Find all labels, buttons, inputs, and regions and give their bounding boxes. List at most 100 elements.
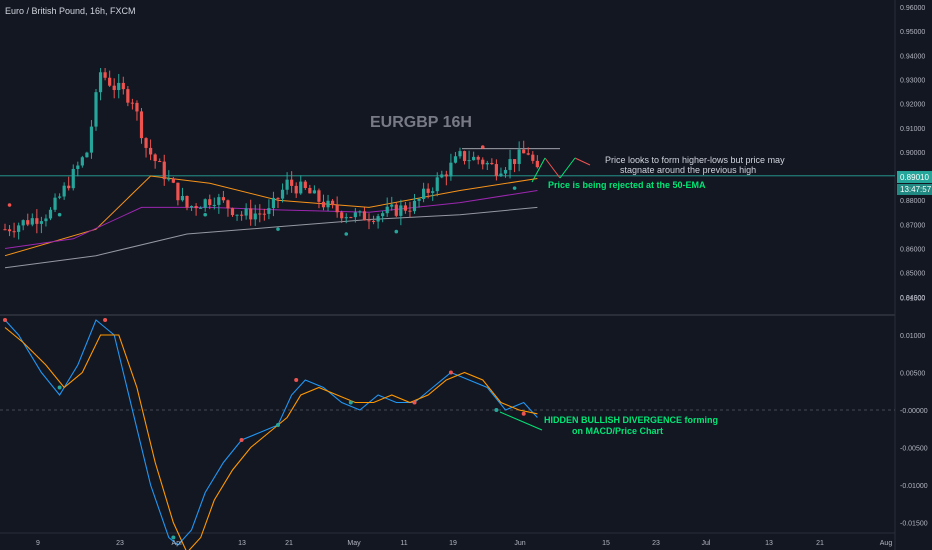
candle-body[interactable] <box>513 159 517 164</box>
candle-body[interactable] <box>394 204 398 216</box>
candle-body[interactable] <box>444 174 448 177</box>
candle-body[interactable] <box>135 102 139 112</box>
candle-body[interactable] <box>535 160 539 168</box>
candle-body[interactable] <box>267 208 271 214</box>
candle-body[interactable] <box>208 199 212 206</box>
candle-body[interactable] <box>490 162 494 165</box>
candle-body[interactable] <box>335 205 339 213</box>
candle-body[interactable] <box>403 205 407 211</box>
candle-body[interactable] <box>189 206 194 208</box>
candle-body[interactable] <box>58 196 62 198</box>
candle-body[interactable] <box>408 210 412 212</box>
candle-body[interactable] <box>94 92 98 127</box>
candle-body[interactable] <box>476 156 480 160</box>
candle-body[interactable] <box>367 220 371 222</box>
candle-body[interactable] <box>244 208 248 216</box>
candle-body[interactable] <box>331 200 335 206</box>
candle-body[interactable] <box>158 161 162 163</box>
candle-body[interactable] <box>485 162 489 165</box>
candle-body[interactable] <box>203 199 207 208</box>
candlesticks[interactable] <box>3 68 591 240</box>
candle-body[interactable] <box>517 149 521 164</box>
candle-body[interactable] <box>30 218 34 225</box>
candle-body[interactable] <box>376 216 380 222</box>
candle-body[interactable] <box>435 177 439 192</box>
candle-body[interactable] <box>258 213 262 215</box>
candle-body[interactable] <box>76 165 80 169</box>
candle-body[interactable] <box>449 162 453 177</box>
candle-body[interactable] <box>472 156 476 161</box>
candle-body[interactable] <box>162 161 166 180</box>
candle-body[interactable] <box>294 185 298 194</box>
candle-body[interactable] <box>39 221 43 224</box>
candle-body[interactable] <box>85 152 89 158</box>
candle-body[interactable] <box>199 207 203 209</box>
candle-body[interactable] <box>481 159 485 165</box>
candle-body[interactable] <box>362 211 367 221</box>
candle-body[interactable] <box>21 220 25 226</box>
candle-body[interactable] <box>35 218 39 224</box>
candle-body[interactable] <box>280 189 285 199</box>
macd-line[interactable] <box>4 319 538 546</box>
candle-body[interactable] <box>139 111 144 139</box>
candle-body[interactable] <box>299 181 303 194</box>
candle-body[interactable] <box>226 200 230 209</box>
candle-body[interactable] <box>308 187 312 194</box>
candle-body[interactable] <box>531 154 535 161</box>
candle-body[interactable] <box>112 85 116 91</box>
candle-body[interactable] <box>276 197 280 199</box>
candle-body[interactable] <box>12 231 16 233</box>
candle-body[interactable] <box>353 212 357 218</box>
candle-body[interactable] <box>7 229 12 232</box>
candle-body[interactable] <box>522 149 526 154</box>
candle-body[interactable] <box>53 197 57 210</box>
candle-body[interactable] <box>71 168 75 189</box>
candle-body[interactable] <box>426 188 430 193</box>
candle-body[interactable] <box>48 209 53 219</box>
candle-body[interactable] <box>467 160 471 162</box>
candle-body[interactable] <box>44 218 48 222</box>
candle-body[interactable] <box>212 204 216 206</box>
candle-body[interactable] <box>62 185 66 197</box>
candle-body[interactable] <box>249 208 253 220</box>
candle-body[interactable] <box>317 190 321 202</box>
candle-body[interactable] <box>422 188 426 199</box>
candle-body[interactable] <box>171 178 175 183</box>
candle-body[interactable] <box>235 214 239 216</box>
candle-body[interactable] <box>194 206 198 209</box>
candle-body[interactable] <box>253 213 257 220</box>
candle-body[interactable] <box>399 205 403 216</box>
candle-body[interactable] <box>349 217 353 219</box>
signal-line[interactable] <box>4 327 538 550</box>
price-axis[interactable]: 0.96000 0.95000 0.94000 0.93000 0.92000 0.910… <box>36 5 928 550</box>
candle-body[interactable] <box>431 191 435 193</box>
candle-body[interactable] <box>312 190 316 194</box>
macd-panel[interactable] <box>3 318 543 550</box>
candle-body[interactable] <box>458 151 462 157</box>
candle-body[interactable] <box>153 154 157 162</box>
candle-body[interactable] <box>185 196 189 208</box>
candle-body[interactable] <box>103 72 107 78</box>
candle-body[interactable] <box>3 229 7 231</box>
candle-body[interactable] <box>371 220 376 222</box>
candle-body[interactable] <box>385 206 389 214</box>
candle-body[interactable] <box>390 204 394 207</box>
candle-body[interactable] <box>271 197 276 209</box>
candle-body[interactable] <box>285 179 289 190</box>
candle-body[interactable] <box>221 197 225 201</box>
candle-body[interactable] <box>149 147 153 155</box>
candle-body[interactable] <box>240 214 244 216</box>
candle-body[interactable] <box>117 82 121 91</box>
candle-body[interactable] <box>321 201 326 208</box>
candle-body[interactable] <box>340 212 344 219</box>
candle-body[interactable] <box>453 156 458 163</box>
candle-body[interactable] <box>440 174 444 178</box>
candle-body[interactable] <box>381 213 385 217</box>
candle-body[interactable] <box>180 196 185 201</box>
candle-body[interactable] <box>303 181 307 188</box>
candle-body[interactable] <box>121 82 125 90</box>
candle-body[interactable] <box>67 185 71 189</box>
candle-body[interactable] <box>344 217 348 219</box>
candle-body[interactable] <box>417 198 421 201</box>
